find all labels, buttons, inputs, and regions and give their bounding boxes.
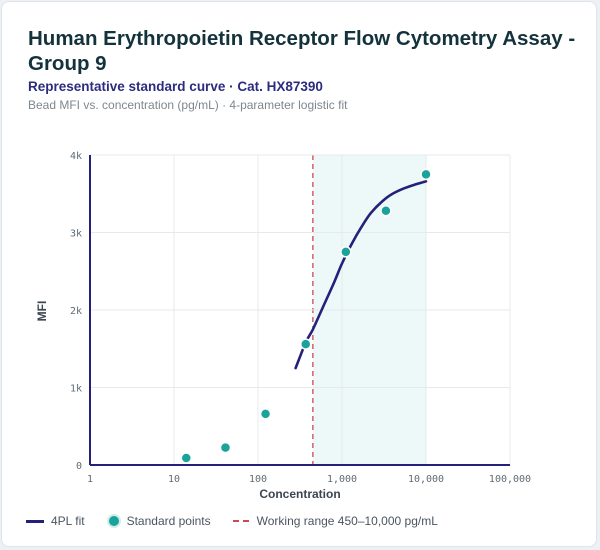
standard-point <box>219 441 232 454</box>
x-tick-label: 100 <box>249 474 267 485</box>
chart-caption: Bead MFI vs. concentration (pg/mL) · 4-p… <box>28 98 348 112</box>
legend-range-swatch <box>232 520 249 522</box>
fit-curve <box>294 180 428 370</box>
standard-point <box>340 246 352 258</box>
axis-layer: 1 10 100 1,000 10,000 100,000 0 1k 2k 3k 4k <box>70 151 531 485</box>
standard-point <box>259 408 272 420</box>
standard-point <box>299 338 312 350</box>
legend-fit-label: 4PL fit <box>51 514 85 528</box>
chart-title: Human Erythropoietin Receptor Flow Cytom… <box>28 27 576 75</box>
legend-fit-swatch <box>26 519 44 523</box>
legend-points-label: Standard points <box>126 514 211 528</box>
y-tick-label: 1k <box>70 384 82 395</box>
standard-point <box>180 452 193 464</box>
legend-item-fit: 4PL fit <box>26 514 85 528</box>
y-tick-label: 3k <box>70 229 82 240</box>
grid-layer <box>89 154 511 465</box>
legend-item-points: Standard points <box>106 514 211 528</box>
legend-range-label: Working range 450–10,000 pg/mL <box>256 514 438 528</box>
standard-point <box>420 168 432 181</box>
x-tick-label: 100,000 <box>489 474 531 485</box>
legend-points-swatch <box>106 514 121 528</box>
legend-item-range: Working range 450–10,000 pg/mL <box>232 514 438 528</box>
y-tick-label: 0 <box>76 461 82 472</box>
x-tick-label: 1 <box>87 474 93 485</box>
y-tick-label: 2k <box>70 306 82 317</box>
x-tick-label: 1,000 <box>327 474 357 485</box>
chart-subtitle: Representative standard curve · Cat. HX8… <box>28 79 323 94</box>
y-axis-title: MFI <box>35 301 49 322</box>
x-axis-title: Concentration <box>259 487 340 501</box>
points-layer <box>180 168 432 464</box>
standard-point <box>380 205 392 217</box>
x-tick-label: 10 <box>168 474 180 485</box>
chart-legend: 4PL fit Standard points Working range 45… <box>26 514 460 528</box>
fit-line-layer <box>294 180 428 370</box>
x-tick-label: 10,000 <box>408 474 444 485</box>
y-tick-label: 4k <box>70 151 82 162</box>
